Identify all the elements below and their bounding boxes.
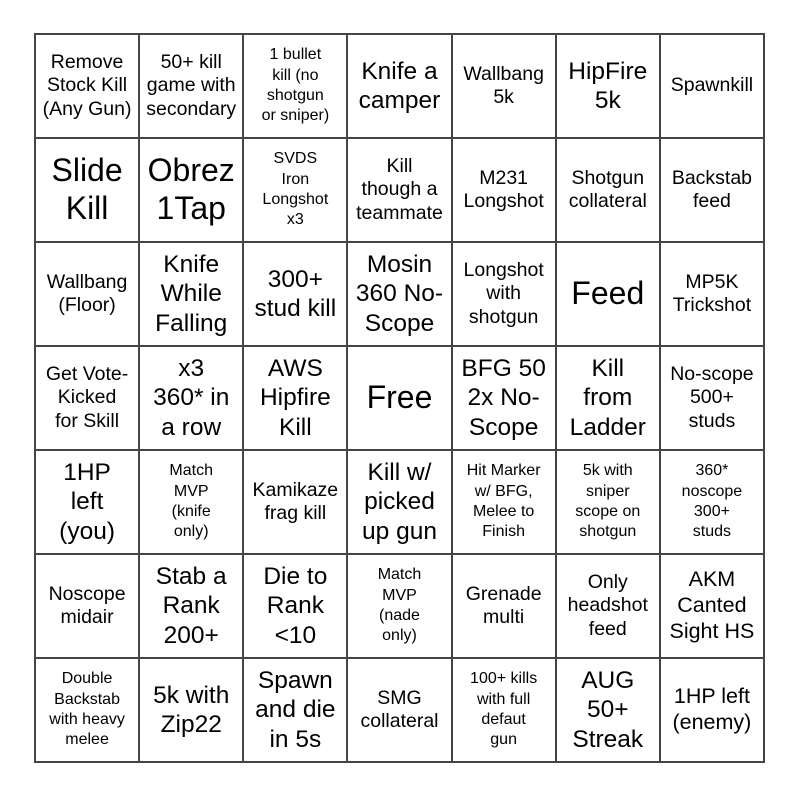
bingo-cell-label: Obrez 1Tap: [147, 152, 235, 226]
bingo-cell[interactable]: 5k with sniper scope on shotgun: [555, 450, 660, 554]
bingo-cell[interactable]: Spawn and die in 5s: [243, 658, 348, 762]
bingo-cell[interactable]: 1HP left (enemy): [659, 658, 764, 762]
bingo-cell[interactable]: M231 Longshot: [451, 138, 556, 242]
bingo-cell-label: Only headshot feed: [567, 570, 648, 640]
bingo-cell-label: MP5K Trickshot: [672, 270, 752, 316]
bingo-cell[interactable]: Feed: [555, 242, 660, 346]
bingo-cell-label: BFG 50 2x No- Scope: [461, 354, 546, 441]
bingo-cell-label: SMG collateral: [360, 686, 439, 732]
bingo-cell[interactable]: 360* noscope 300+ studs: [659, 450, 764, 554]
bingo-cell[interactable]: Knife While Falling: [139, 242, 244, 346]
bingo-cell-label: Double Backstab with heavy melee: [49, 670, 125, 749]
bingo-cell-label: AKM Canted Sight HS: [669, 567, 755, 643]
bingo-cell[interactable]: SVDS Iron Longshot x3: [243, 138, 348, 242]
bingo-cell[interactable]: Stab a Rank 200+: [139, 554, 244, 658]
bingo-cell-label: Noscope midair: [48, 582, 126, 628]
bingo-cell[interactable]: Backstab feed: [659, 138, 764, 242]
bingo-cell[interactable]: Match MVP (knife only): [139, 450, 244, 554]
bingo-cell-label: Knife While Falling: [155, 250, 228, 337]
bingo-cell[interactable]: MP5K Trickshot: [659, 242, 764, 346]
bingo-cell-label: 100+ kills with full defaut gun: [470, 670, 538, 749]
bingo-cell[interactable]: Noscope midair: [35, 554, 140, 658]
bingo-cell-label: Spawnkill: [670, 74, 754, 97]
bingo-cell-label: Remove Stock Kill (Any Gun): [42, 50, 132, 120]
bingo-cell[interactable]: HipFire 5k: [555, 34, 660, 138]
bingo-cell-label: Kill w/ picked up gun: [362, 458, 437, 545]
bingo-cell-label: SVDS Iron Longshot x3: [262, 150, 329, 229]
bingo-cell-label: Die to Rank <10: [263, 562, 328, 649]
bingo-cell[interactable]: BFG 50 2x No- Scope: [451, 346, 556, 450]
bingo-cell[interactable]: Only headshot feed: [555, 554, 660, 658]
bingo-cell-label: x3 360* in a row: [153, 354, 230, 441]
bingo-cell-label: Kill from Ladder: [569, 354, 646, 441]
bingo-cell[interactable]: SMG collateral: [347, 658, 452, 762]
bingo-cell-label: Wallbang (Floor): [46, 270, 128, 316]
bingo-cell[interactable]: Mosin 360 No- Scope: [347, 242, 452, 346]
bingo-cell[interactable]: Double Backstab with heavy melee: [35, 658, 140, 762]
bingo-cell[interactable]: 300+ stud kill: [243, 242, 348, 346]
bingo-cell-label: AWS Hipfire Kill: [259, 354, 331, 441]
bingo-cell[interactable]: Knife a camper: [347, 34, 452, 138]
bingo-cell-label: Knife a camper: [358, 57, 441, 114]
bingo-cell[interactable]: AUG 50+ Streak: [555, 658, 660, 762]
bingo-cell[interactable]: Remove Stock Kill (Any Gun): [35, 34, 140, 138]
bingo-cell[interactable]: AKM Canted Sight HS: [659, 554, 764, 658]
bingo-cell[interactable]: No-scope 500+ studs: [659, 346, 764, 450]
bingo-cell[interactable]: Shotgun collateral: [555, 138, 660, 242]
free-space-cell[interactable]: Free: [347, 346, 452, 450]
bingo-cell[interactable]: Wallbang (Floor): [35, 242, 140, 346]
bingo-cell-label: No-scope 500+ studs: [670, 362, 754, 432]
bingo-cell[interactable]: Kill w/ picked up gun: [347, 450, 452, 554]
bingo-card-grid: Remove Stock Kill (Any Gun) 50+ kill game…: [34, 33, 765, 763]
bingo-cell-label: Stab a Rank 200+: [155, 562, 227, 649]
bingo-cell-label: AUG 50+ Streak: [572, 666, 644, 753]
bingo-cell[interactable]: Spawnkill: [659, 34, 764, 138]
bingo-cell-label: Spawn and die in 5s: [255, 666, 336, 753]
bingo-cell[interactable]: Kill from Ladder: [555, 346, 660, 450]
bingo-cell[interactable]: 5k with Zip22: [139, 658, 244, 762]
bingo-cell-label: Kamikaze frag kill: [252, 478, 339, 524]
bingo-cell-label: 5k with sniper scope on shotgun: [575, 462, 641, 541]
bingo-cell[interactable]: Get Vote- Kicked for Skill: [35, 346, 140, 450]
bingo-cell-label: 300+ stud kill: [254, 265, 337, 322]
bingo-cell[interactable]: Hit Marker w/ BFG, Melee to Finish: [451, 450, 556, 554]
bingo-cell[interactable]: x3 360* in a row: [139, 346, 244, 450]
bingo-cell-label: Wallbang 5k: [463, 62, 544, 108]
bingo-cell-label: 360* noscope 300+ studs: [681, 462, 743, 541]
bingo-cell-label: Get Vote- Kicked for Skill: [45, 362, 129, 432]
bingo-cell-label: Shotgun collateral: [568, 166, 647, 212]
bingo-cell[interactable]: 1HP left (you): [35, 450, 140, 554]
bingo-cell[interactable]: Kamikaze frag kill: [243, 450, 348, 554]
bingo-cell[interactable]: Match MVP (nade only): [347, 554, 452, 658]
bingo-cell-label: M231 Longshot: [463, 166, 544, 212]
bingo-cell-label: 1HP left (enemy): [672, 684, 752, 734]
bingo-cell[interactable]: Longshot with shotgun: [451, 242, 556, 346]
bingo-cell-label: Free: [366, 379, 433, 416]
bingo-cell-label: HipFire 5k: [568, 57, 648, 114]
bingo-cell[interactable]: Grenade multi: [451, 554, 556, 658]
bingo-cell-label: Match MVP (nade only): [377, 566, 422, 645]
bingo-cell[interactable]: Die to Rank <10: [243, 554, 348, 658]
bingo-cell-label: 5k with Zip22: [153, 681, 230, 738]
bingo-cell[interactable]: AWS Hipfire Kill: [243, 346, 348, 450]
bingo-cell[interactable]: 50+ kill game with secondary: [139, 34, 244, 138]
bingo-cell-label: Backstab feed: [671, 166, 753, 212]
bingo-cell-label: Hit Marker w/ BFG, Melee to Finish: [466, 462, 541, 541]
bingo-cell-label: 1 bullet kill (no shotgun or sniper): [261, 46, 330, 125]
bingo-cell[interactable]: 100+ kills with full defaut gun: [451, 658, 556, 762]
bingo-cell[interactable]: Slide Kill: [35, 138, 140, 242]
bingo-cell-label: Mosin 360 No- Scope: [355, 250, 444, 337]
bingo-cell-label: 1HP left (you): [59, 458, 115, 545]
bingo-cell-label: Feed: [571, 275, 645, 312]
bingo-cell[interactable]: Wallbang 5k: [451, 34, 556, 138]
bingo-cell-label: Longshot with shotgun: [463, 258, 544, 328]
bingo-cell-label: 50+ kill game with secondary: [146, 50, 237, 120]
bingo-cell-label: Grenade multi: [465, 582, 542, 628]
bingo-cell-label: Match MVP (knife only): [169, 462, 213, 541]
bingo-cell[interactable]: Obrez 1Tap: [139, 138, 244, 242]
bingo-cell-label: Kill though a teammate: [356, 154, 443, 224]
bingo-cell[interactable]: Kill though a teammate: [347, 138, 452, 242]
bingo-cell[interactable]: 1 bullet kill (no shotgun or sniper): [243, 34, 348, 138]
bingo-cell-label: Slide Kill: [51, 152, 123, 226]
